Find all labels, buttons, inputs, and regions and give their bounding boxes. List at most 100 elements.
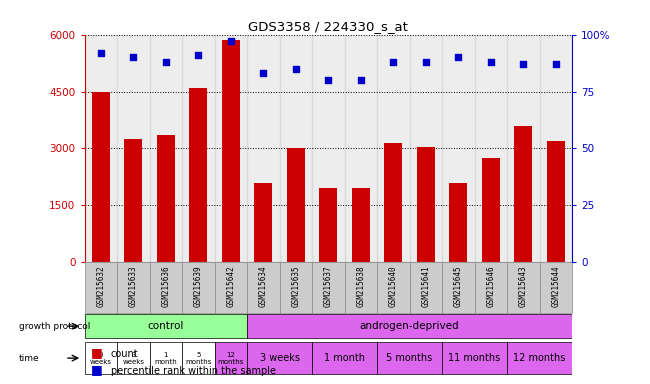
Text: GSM215644: GSM215644 <box>551 265 560 306</box>
Text: GSM215641: GSM215641 <box>421 265 430 306</box>
Bar <box>222 40 240 262</box>
Text: 12 months: 12 months <box>514 353 566 363</box>
Text: 3 weeks: 3 weeks <box>259 353 300 363</box>
Bar <box>84 342 117 374</box>
Bar <box>150 342 182 374</box>
Bar <box>214 342 247 374</box>
Text: 11 months: 11 months <box>448 353 500 363</box>
Bar <box>182 342 215 374</box>
Bar <box>84 35 117 262</box>
Point <box>551 61 561 67</box>
Bar <box>507 35 540 262</box>
Bar <box>474 35 507 262</box>
Text: GSM215633: GSM215633 <box>129 265 138 306</box>
Bar <box>482 158 500 262</box>
Text: 1
month: 1 month <box>155 352 177 364</box>
Point <box>323 77 333 83</box>
Bar <box>117 35 150 262</box>
Bar <box>449 183 467 262</box>
Bar <box>312 262 344 313</box>
Bar <box>247 342 312 374</box>
Text: 5 months: 5 months <box>386 353 433 363</box>
Bar <box>377 35 410 262</box>
Bar <box>410 262 442 313</box>
Bar <box>214 35 247 262</box>
Bar <box>352 189 370 262</box>
Text: 3
weeks: 3 weeks <box>122 352 144 364</box>
Text: GSM215632: GSM215632 <box>96 265 105 306</box>
Text: 12
months: 12 months <box>218 352 244 364</box>
Text: ■: ■ <box>91 363 103 376</box>
Point <box>486 59 496 65</box>
Bar <box>474 262 507 313</box>
Text: GSM215640: GSM215640 <box>389 265 398 306</box>
Point <box>258 70 268 76</box>
Bar <box>247 262 280 313</box>
Point <box>356 77 366 83</box>
Text: GSM215645: GSM215645 <box>454 265 463 306</box>
Bar <box>514 126 532 262</box>
Bar <box>280 262 312 313</box>
Text: count: count <box>111 349 138 359</box>
Bar <box>377 342 442 374</box>
Point <box>518 61 528 67</box>
Bar <box>344 262 377 313</box>
Text: GSM215636: GSM215636 <box>161 265 170 306</box>
Text: 0
weeks: 0 weeks <box>90 352 112 364</box>
Text: percentile rank within the sample: percentile rank within the sample <box>111 366 276 376</box>
Bar <box>312 342 377 374</box>
Bar <box>247 314 572 339</box>
Text: GSM215643: GSM215643 <box>519 265 528 306</box>
Bar <box>377 262 410 313</box>
Bar <box>247 35 280 262</box>
Point <box>161 59 171 65</box>
Point <box>193 52 203 58</box>
Bar <box>540 262 572 313</box>
Bar <box>384 143 402 262</box>
Bar <box>344 35 377 262</box>
Bar <box>312 35 344 262</box>
Bar <box>182 262 215 313</box>
Bar <box>319 189 337 262</box>
Text: GSM215635: GSM215635 <box>291 265 300 306</box>
Bar <box>150 35 182 262</box>
Bar <box>507 342 572 374</box>
Bar <box>442 35 474 262</box>
Text: androgen-deprived: androgen-deprived <box>359 321 460 331</box>
Bar <box>410 35 442 262</box>
Text: ■: ■ <box>91 346 103 359</box>
Bar <box>287 149 305 262</box>
Bar <box>507 262 540 313</box>
Bar <box>150 262 182 313</box>
Bar <box>157 135 175 262</box>
Bar <box>254 183 272 262</box>
Bar <box>84 314 247 339</box>
Text: control: control <box>148 321 184 331</box>
Text: GSM215634: GSM215634 <box>259 265 268 306</box>
Text: 1 month: 1 month <box>324 353 365 363</box>
Bar <box>547 141 565 262</box>
Text: 5
months: 5 months <box>185 352 211 364</box>
Text: GSM215637: GSM215637 <box>324 265 333 306</box>
Bar <box>280 35 312 262</box>
Bar <box>117 342 150 374</box>
Bar <box>417 147 435 262</box>
Point <box>421 59 431 65</box>
Bar <box>442 342 507 374</box>
Text: GSM215646: GSM215646 <box>486 265 495 306</box>
Bar <box>84 262 117 313</box>
Text: GSM215639: GSM215639 <box>194 265 203 306</box>
Point <box>128 54 138 60</box>
Point <box>291 66 301 72</box>
Text: time: time <box>19 354 39 362</box>
Point <box>96 50 106 56</box>
Bar <box>117 262 150 313</box>
Bar <box>214 262 247 313</box>
Point <box>388 59 398 65</box>
Bar <box>124 139 142 262</box>
Bar <box>92 91 110 262</box>
Bar <box>540 35 572 262</box>
Bar <box>442 262 474 313</box>
Title: GDS3358 / 224330_s_at: GDS3358 / 224330_s_at <box>248 20 408 33</box>
Text: growth protocol: growth protocol <box>19 322 90 331</box>
